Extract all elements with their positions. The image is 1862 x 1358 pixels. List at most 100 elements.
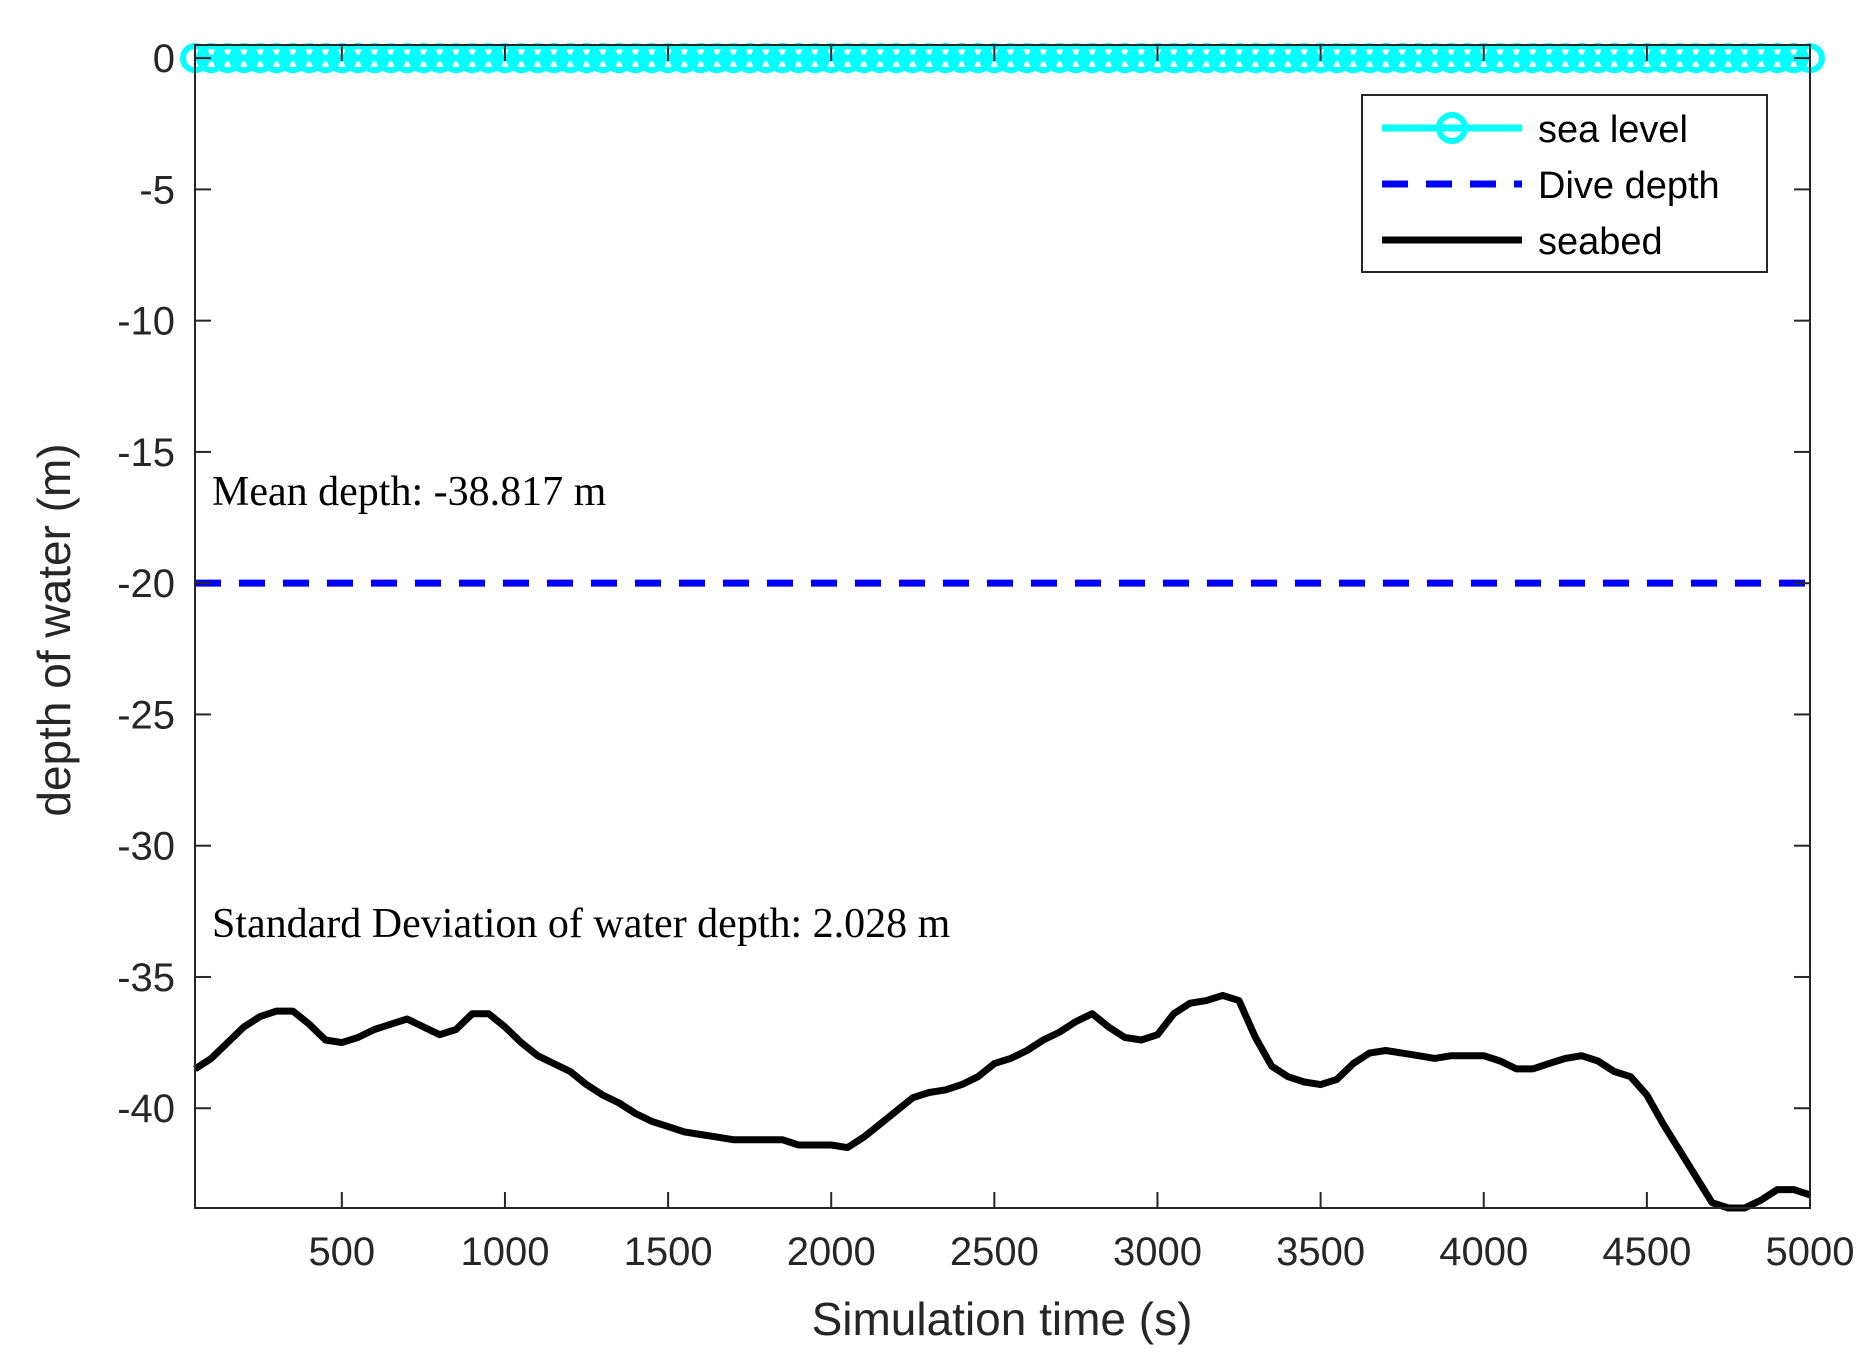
plot-frame (194, 44, 1811, 1209)
sea-level-point (897, 43, 928, 74)
sea-level-point (473, 43, 504, 74)
sea-level-point (1175, 43, 1206, 74)
sea-level-point (1273, 43, 1303, 74)
x-tick-label: 2000 (787, 1230, 876, 1274)
sea-level-point (1354, 43, 1385, 74)
y-axis-ticks: 0 -5 -10 -15 -20 -25 -30 -35 -40 (117, 37, 1810, 1131)
sea-level-point (865, 43, 896, 74)
sea-level-point (1419, 43, 1450, 74)
sea-level-point (1028, 43, 1059, 74)
sea-level-point (1387, 43, 1418, 74)
legend-seabed-label: seabed (1538, 221, 1663, 263)
y-tick-label: -25 (117, 693, 175, 737)
sea-level-point (1240, 43, 1271, 74)
sea-level-point (1615, 43, 1646, 74)
sea-level-layer (180, 43, 1825, 74)
sea-level-point (930, 43, 961, 74)
sea-level-point (620, 43, 651, 74)
x-tick-label: 1000 (460, 1230, 549, 1274)
sea-level-point (1077, 43, 1108, 74)
sea-level-point (848, 43, 879, 74)
sea-level-point (1746, 43, 1777, 74)
sea-level-point (1762, 43, 1793, 74)
sea-level-point (1680, 43, 1711, 74)
legend-dive-depth-label: Dive depth (1538, 165, 1720, 207)
sea-level-point (799, 43, 830, 74)
y-tick-label: -35 (117, 956, 175, 1000)
sea-level-point (1109, 43, 1140, 74)
y-tick-label: -10 (117, 300, 175, 344)
sea-level-point (1224, 43, 1254, 74)
sea-level-point (343, 43, 374, 74)
sea-level-point (702, 43, 732, 74)
sea-level-point (441, 43, 471, 74)
sea-level-point (1452, 43, 1483, 74)
sea-level-point (1207, 43, 1238, 74)
y-axis-title: depth of water (m) (28, 443, 80, 816)
sea-level-point (946, 43, 977, 74)
x-tick-label: 3000 (1113, 1230, 1202, 1274)
sea-level-point (538, 43, 569, 74)
x-tick-label: 1500 (624, 1230, 713, 1274)
annotation-mean-depth: Mean depth: -38.817 m (212, 469, 607, 515)
sea-level-point (522, 43, 553, 74)
legend: sea level Dive depth seabed (1361, 94, 1768, 273)
x-axis-title: Simulation time (s) (812, 1293, 1193, 1345)
sea-level-point (245, 43, 276, 74)
sea-level-point (751, 43, 781, 74)
sea-level-point (212, 43, 243, 74)
sea-level-point (734, 43, 765, 74)
sea-level-point (1501, 43, 1532, 74)
sea-level-point (914, 43, 945, 74)
sea-level-point (1060, 43, 1091, 74)
sea-level-point (718, 43, 749, 74)
sea-level-point (1485, 43, 1516, 74)
sea-level-point (1158, 43, 1189, 74)
sea-level-point (1599, 43, 1630, 74)
sea-level-point (1534, 43, 1564, 74)
sea-level-point (1550, 43, 1581, 74)
seabed-layer (193, 991, 1812, 1212)
sea-level-point (1517, 43, 1548, 74)
sea-level-point (767, 43, 798, 74)
sea-level-point (424, 43, 455, 74)
sea-level-point (1664, 43, 1695, 74)
sea-level-point (1648, 43, 1679, 74)
sea-level-point (571, 43, 602, 74)
sea-level-point (1729, 43, 1760, 74)
sea-level-point (685, 43, 716, 74)
y-tick-label: -20 (117, 562, 175, 606)
sea-level-point (375, 43, 406, 74)
sea-level-point (1012, 43, 1042, 74)
sea-level-point (457, 43, 488, 74)
sea-level-point (228, 43, 259, 74)
x-tick-label: 5000 (1766, 1230, 1855, 1274)
sea-level-point (1191, 43, 1222, 74)
sea-level-point (995, 43, 1026, 74)
sea-level-point (604, 43, 635, 74)
sea-level-point (1713, 43, 1744, 74)
y-tick-label: -15 (117, 431, 175, 475)
x-tick-label: 4000 (1439, 1230, 1528, 1274)
sea-level-point (1126, 43, 1157, 74)
legend-sea-level-marker (1436, 112, 1468, 144)
sea-level-point (587, 43, 618, 74)
sea-level-point (359, 43, 390, 74)
sea-level-point (1403, 43, 1434, 74)
sea-level-point (261, 43, 292, 74)
sea-level-point (506, 43, 537, 74)
seabed-line (193, 991, 1812, 1212)
sea-level-point (1289, 43, 1320, 74)
sea-level-point (1436, 43, 1467, 74)
sea-level-point (1093, 43, 1124, 74)
sea-level-point (277, 43, 308, 74)
sea-level-point (392, 43, 423, 74)
sea-level-point (1321, 43, 1352, 74)
legend-sea-level-label: sea level (1538, 109, 1688, 151)
annotation-std-depth: Standard Deviation of water depth: 2.028… (212, 901, 951, 947)
y-tick-label: -5 (139, 168, 175, 212)
x-axis-ticks: 500 1000 1500 2000 2500 3000 3500 4000 4500 5000 (308, 45, 1854, 1274)
sea-level-point (1338, 43, 1369, 74)
y-tick-label: 0 (153, 37, 175, 81)
